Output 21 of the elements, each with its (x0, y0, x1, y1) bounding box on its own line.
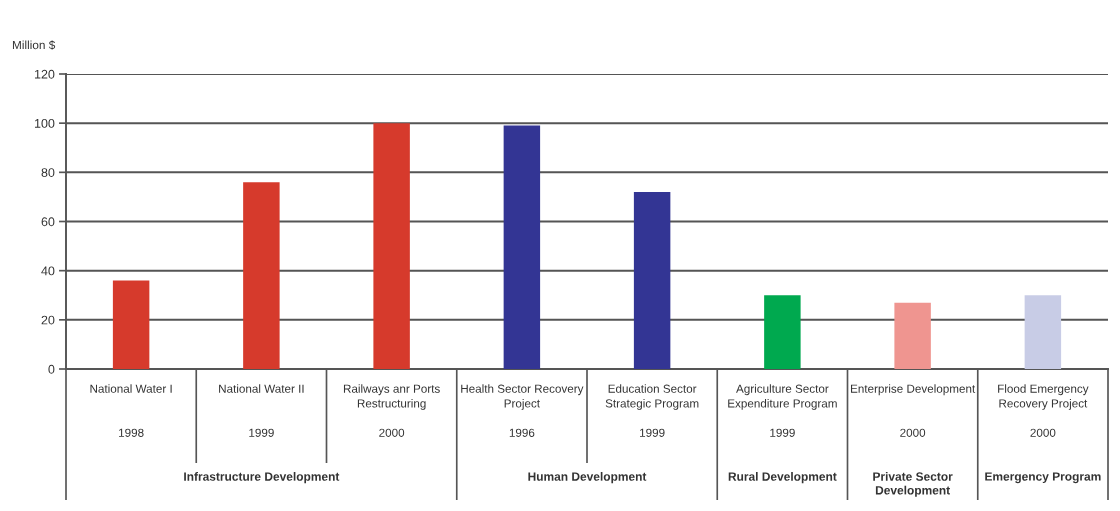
category-label: Railways anr Ports Restructuring 2000 (343, 384, 440, 437)
y-tick-label: 120 (34, 69, 55, 79)
y-tick-label: 80 (41, 168, 55, 177)
category-label: National Water II 1999 (219, 384, 304, 437)
text: Private Sector Development (873, 472, 953, 497)
category-label: Health Sector Recovery Project 1996 (461, 384, 584, 437)
y-tick-label: 0 (48, 364, 55, 374)
category-label: Flood Emergency Recovery Project 2000 (998, 384, 1089, 437)
y-tick-label: 100 (34, 118, 55, 128)
y-tick-label: 40 (41, 266, 55, 276)
y-tick-label: 60 (41, 217, 55, 227)
category-label: National Water I 1998 (90, 384, 172, 437)
y-axis-title: Million $ (12, 40, 56, 50)
text: Rural Development (728, 472, 837, 484)
text: Infrastructure Development (184, 472, 340, 484)
text: Human Development (528, 472, 647, 484)
text: Emergency Program (985, 472, 1101, 484)
y-tick-label: 20 (41, 315, 55, 325)
category-label: Agriculture Sector Expenditure Program 1999 (728, 384, 837, 437)
category-label: Enterprise Development 2000 (851, 384, 976, 437)
category-label: Education Sector Strategic Program 1999 (605, 384, 699, 437)
